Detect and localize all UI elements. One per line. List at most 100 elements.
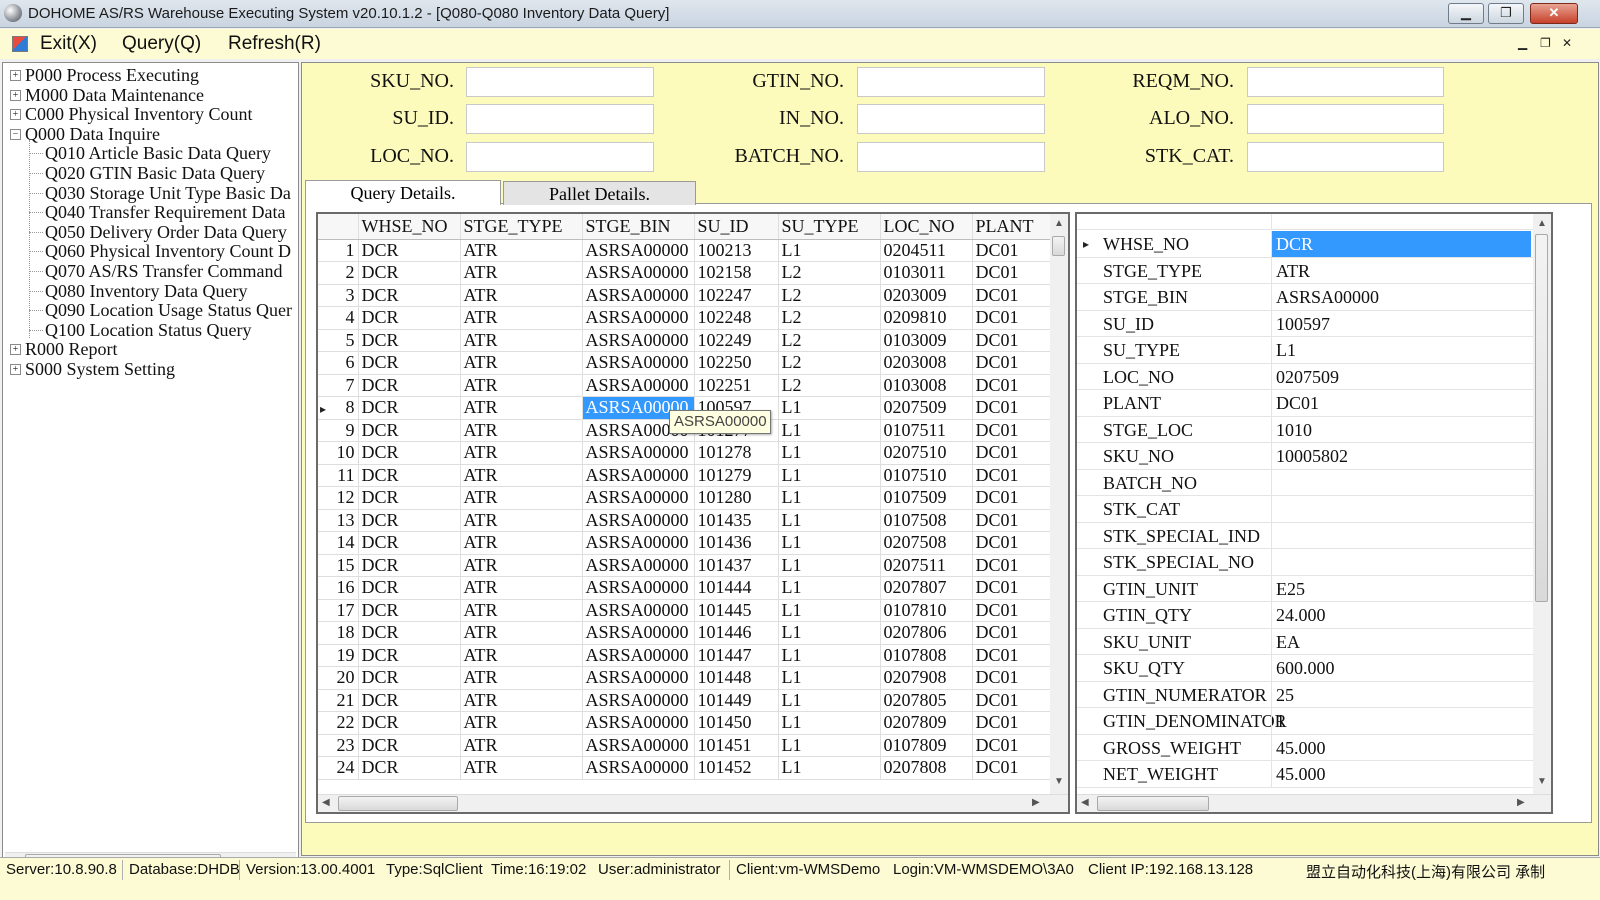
tree-item-q090[interactable]: Q090 Location Usage Status Quer <box>45 300 292 321</box>
cell-loc-no[interactable]: 0203009 <box>880 284 973 307</box>
cell-stge-type[interactable]: ATR <box>460 239 583 262</box>
cell-stge-type[interactable]: ATR <box>460 329 583 352</box>
table-row[interactable]: 18 DCR ATR ASRSA00000 101446 L1 0207806 DC01 <box>318 621 1051 645</box>
cell-stge-bin[interactable]: ASRSA00000 <box>582 554 695 577</box>
row-header[interactable]: 3 <box>318 284 359 307</box>
cell-whse-no[interactable]: DCR <box>358 239 461 262</box>
cell-plant[interactable]: DC01 <box>972 464 1051 487</box>
cell-su-type[interactable]: L1 <box>778 239 881 262</box>
row-header[interactable]: 11 <box>318 464 359 487</box>
table-row[interactable]: 10 DCR ATR ASRSA00000 101278 L1 0207510 DC01 <box>318 441 1051 465</box>
cell-stge-bin[interactable]: ASRSA00000 <box>582 396 695 420</box>
cell-loc-no[interactable]: 0207908 <box>880 666 973 690</box>
cell-plant[interactable]: DC01 <box>972 644 1051 667</box>
cell-stge-bin[interactable]: ASRSA00000 <box>582 711 695 735</box>
cell-loc-no[interactable]: 0207805 <box>880 689 973 712</box>
cell-stge-bin[interactable]: ASRSA00000 <box>582 576 695 600</box>
property-row-gtin-denominator[interactable]: GTIN_DENOMINATOR 1 <box>1077 708 1533 735</box>
su-id-input[interactable] <box>466 104 654 134</box>
cell-stge-bin[interactable]: ASRSA00000 <box>582 689 695 712</box>
cell-loc-no[interactable]: 0207807 <box>880 576 973 600</box>
row-header[interactable]: 9 <box>318 419 359 442</box>
cell-whse-no[interactable]: DCR <box>358 531 461 555</box>
cell-whse-no[interactable]: DCR <box>358 486 461 510</box>
property-row-sku-qty[interactable]: SKU_QTY 600.000 <box>1077 655 1533 682</box>
cell-whse-no[interactable]: DCR <box>358 666 461 690</box>
row-header[interactable]: 7 <box>318 374 359 397</box>
cell-su-id[interactable]: 101451 <box>694 734 779 757</box>
property-row-stk-special-no[interactable]: STK_SPECIAL_NO <box>1077 549 1533 576</box>
cell-whse-no[interactable]: DCR <box>358 644 461 667</box>
cell-stge-bin[interactable]: ASRSA00000 <box>582 644 695 667</box>
cell-loc-no[interactable]: 0207808 <box>880 756 973 780</box>
cell-plant[interactable]: DC01 <box>972 734 1051 757</box>
cell-su-type[interactable]: L1 <box>778 464 881 487</box>
tree-item-q030[interactable]: Q030 Storage Unit Type Basic Da <box>45 182 291 203</box>
tree-item-q060[interactable]: Q060 Physical Inventory Count D <box>45 241 291 262</box>
cell-whse-no[interactable]: DCR <box>358 261 461 285</box>
cell-su-id[interactable]: 101435 <box>694 509 779 532</box>
cell-su-id[interactable]: 101448 <box>694 666 779 690</box>
cell-whse-no[interactable]: DCR <box>358 621 461 645</box>
cell-plant[interactable]: DC01 <box>972 666 1051 690</box>
cell-su-id[interactable]: 101450 <box>694 711 779 735</box>
cell-whse-no[interactable]: DCR <box>358 756 461 780</box>
cell-stge-type[interactable]: ATR <box>460 576 583 600</box>
cell-stge-bin[interactable]: ASRSA00000 <box>582 486 695 510</box>
cell-stge-bin[interactable]: ASRSA00000 <box>582 441 695 465</box>
cell-su-type[interactable]: L1 <box>778 419 881 442</box>
cell-stge-bin[interactable]: ASRSA00000 <box>582 666 695 690</box>
table-row[interactable]: 1 DCR ATR ASRSA00000 100213 L1 0204511 DC01 <box>318 239 1051 262</box>
column-header-loc-no[interactable]: LOC_NO <box>880 214 973 240</box>
cell-plant[interactable]: DC01 <box>972 576 1051 600</box>
cell-whse-no[interactable]: DCR <box>358 509 461 532</box>
column-header-stge-type[interactable]: STGE_TYPE <box>460 214 583 240</box>
cell-loc-no[interactable]: 0207806 <box>880 621 973 645</box>
table-row[interactable]: 15 DCR ATR ASRSA00000 101437 L1 0207511 DC01 <box>318 554 1051 577</box>
table-row[interactable]: 20 DCR ATR ASRSA00000 101448 L1 0207908 DC01 <box>318 666 1051 690</box>
cell-su-id[interactable]: 101280 <box>694 486 779 510</box>
tree-node-m000[interactable]: M000 Data Maintenance <box>25 84 204 105</box>
cell-su-type[interactable]: L1 <box>778 711 881 735</box>
cell-stge-type[interactable]: ATR <box>460 599 583 622</box>
cell-su-id[interactable]: 101436 <box>694 531 779 555</box>
row-header[interactable]: 15 <box>318 554 359 577</box>
cell-loc-no[interactable]: 0103008 <box>880 374 973 397</box>
props-vertical-scrollbar[interactable]: ▲ ▼ <box>1533 214 1551 794</box>
table-row[interactable]: 24 DCR ATR ASRSA00000 101452 L1 0207808 DC01 <box>318 756 1051 780</box>
cell-whse-no[interactable]: DCR <box>358 689 461 712</box>
cell-stge-bin[interactable]: ASRSA00000 <box>582 756 695 780</box>
cell-stge-type[interactable]: ATR <box>460 464 583 487</box>
table-row[interactable]: 13 DCR ATR ASRSA00000 101435 L1 0107508 DC01 <box>318 509 1051 532</box>
cell-plant[interactable]: DC01 <box>972 756 1051 780</box>
cell-stge-bin[interactable]: ASRSA00000 <box>582 531 695 555</box>
tree-node-s000[interactable]: S000 System Setting <box>25 359 176 379</box>
property-row-whse-no[interactable]: WHSE_NO DCR ▸ <box>1077 231 1533 258</box>
property-value[interactable] <box>1271 496 1531 522</box>
property-value[interactable]: 10005802 <box>1271 443 1531 469</box>
cell-stge-type[interactable]: ATR <box>460 711 583 735</box>
property-row-gross-weight[interactable]: GROSS_WEIGHT 45.000 <box>1077 734 1533 761</box>
menu-refresh[interactable]: Refresh(R) <box>228 33 321 54</box>
cell-loc-no[interactable]: 0207510 <box>880 441 973 465</box>
cell-whse-no[interactable]: DCR <box>358 284 461 307</box>
property-row-su-id[interactable]: SU_ID 100597 <box>1077 310 1533 337</box>
cell-su-type[interactable]: L1 <box>778 599 881 622</box>
tree-item-q080[interactable]: Q080 Inventory Data Query <box>45 280 248 301</box>
cell-stge-type[interactable]: ATR <box>460 419 583 442</box>
cell-whse-no[interactable]: DCR <box>358 329 461 352</box>
cell-su-type[interactable]: L2 <box>778 351 881 375</box>
row-header[interactable]: 23 <box>318 734 359 757</box>
cell-stge-bin[interactable]: ASRSA00000 <box>582 329 695 352</box>
property-value[interactable]: E25 <box>1271 575 1531 602</box>
cell-su-type[interactable]: L2 <box>778 329 881 352</box>
cell-stge-bin[interactable]: ASRSA00000 <box>582 599 695 622</box>
property-row-sku-no[interactable]: SKU_NO 10005802 <box>1077 443 1533 470</box>
cell-plant[interactable]: DC01 <box>972 261 1051 285</box>
cell-stge-type[interactable]: ATR <box>460 554 583 577</box>
row-header[interactable]: 13 <box>318 509 359 532</box>
cell-su-id[interactable]: 101447 <box>694 644 779 667</box>
cell-su-type[interactable]: L1 <box>778 689 881 712</box>
cell-su-type[interactable]: L2 <box>778 374 881 397</box>
cell-plant[interactable]: DC01 <box>972 239 1051 262</box>
